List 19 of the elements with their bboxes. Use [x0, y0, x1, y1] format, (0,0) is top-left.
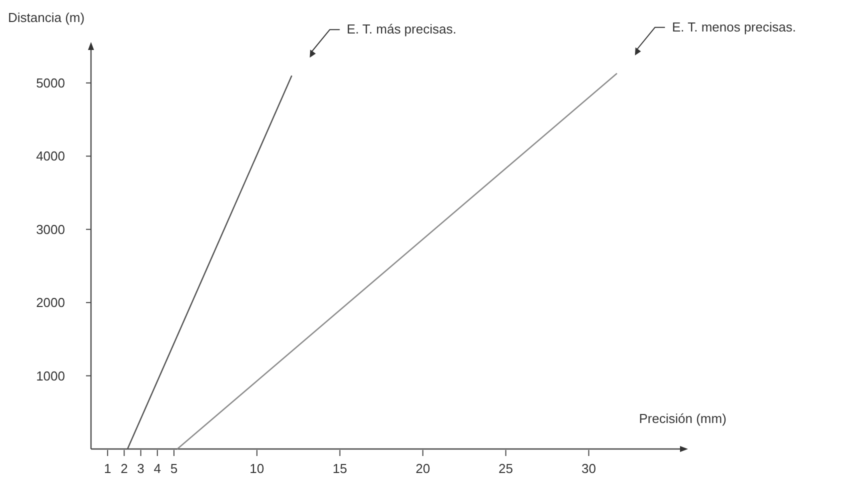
x-tick-label: 1	[104, 461, 112, 476]
x-tick-label: 30	[582, 461, 596, 476]
text: E. T. más precisas.	[346, 22, 456, 37]
x-tick-label: 20	[416, 461, 430, 476]
x-tick-label: 2	[120, 461, 128, 476]
y-tick-label: 2000	[36, 295, 65, 310]
text: E. T. menos precisas.	[672, 19, 796, 34]
y-axis-title: Distancia (m)	[8, 10, 85, 25]
x-axis-title: Precisión (mm)	[639, 411, 726, 426]
y-tick-label: 5000	[36, 75, 65, 90]
y-tick-label: 1000	[36, 368, 65, 384]
x-tick-label: 15	[332, 461, 348, 476]
x-tick-label: 3	[137, 461, 144, 476]
x-tick-label: 10	[250, 461, 264, 476]
x-tick-label: 25	[498, 461, 514, 476]
y-tick-label: 4000	[36, 148, 65, 164]
x-tick-label: 4	[154, 461, 161, 476]
x-tick-label: 5	[170, 461, 178, 476]
y-tick-label: 3000	[36, 222, 65, 237]
